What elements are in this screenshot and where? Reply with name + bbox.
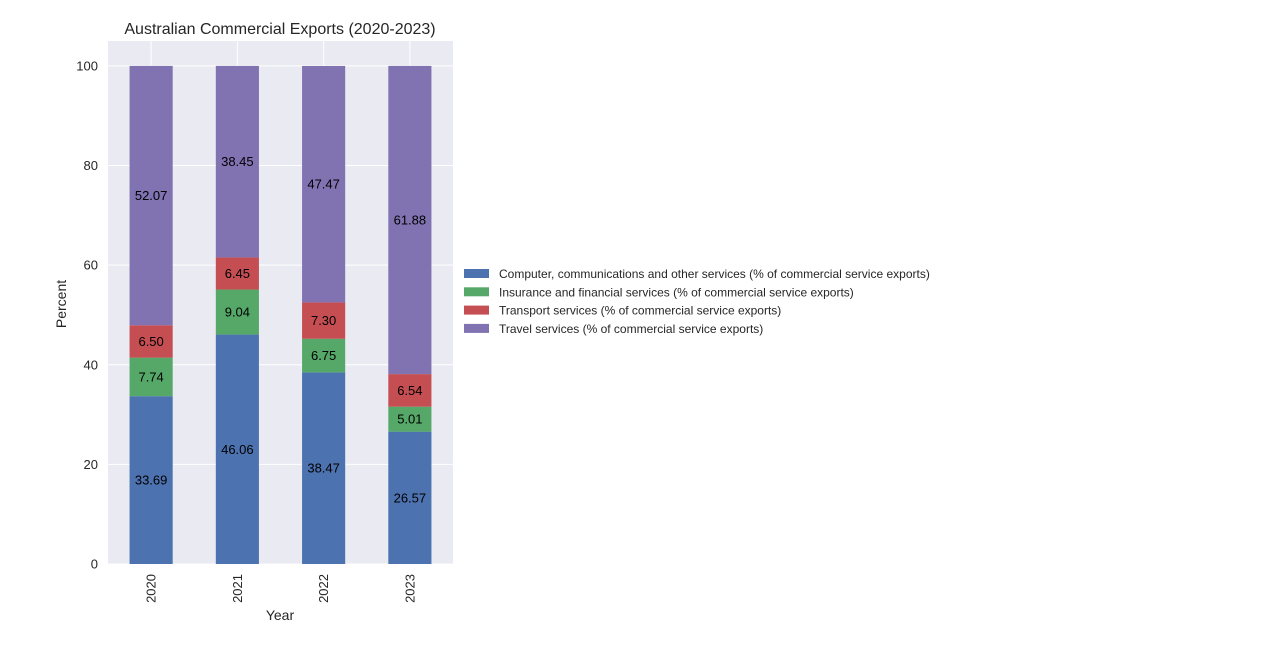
legend-swatch — [464, 305, 489, 315]
bar-value-label: 38.47 — [307, 461, 340, 476]
x-tick-label: 2022 — [316, 574, 331, 603]
y-tick-label: 0 — [91, 557, 98, 572]
x-tick-label: 2021 — [230, 574, 245, 603]
bars — [129, 65, 432, 564]
legend-label: Insurance and financial services (% of c… — [499, 285, 854, 299]
bar-segment — [302, 65, 346, 303]
bar-value-label: 33.69 — [135, 473, 168, 488]
legend-label: Transport services (% of commercial serv… — [499, 304, 781, 318]
bar-segment — [302, 372, 346, 564]
bar-segment — [388, 65, 432, 375]
bar-value-label: 6.75 — [311, 348, 336, 363]
bar-value-label: 61.88 — [394, 213, 427, 228]
bar-segment — [215, 257, 259, 290]
y-tick-label: 100 — [76, 58, 98, 73]
bar-value-label: 47.47 — [307, 177, 340, 192]
bar-value-label: 46.06 — [221, 442, 254, 457]
bar-segment — [388, 374, 432, 407]
bar-segment — [129, 65, 173, 326]
bar-segment — [129, 357, 173, 397]
x-tick-label: 2020 — [144, 574, 159, 603]
bar-value-label: 5.01 — [397, 412, 422, 427]
bar-segment — [129, 325, 173, 358]
bar-value-label: 7.74 — [138, 369, 163, 384]
legend-label: Computer, communications and other servi… — [499, 267, 930, 281]
bar-segment — [215, 334, 259, 564]
bar-value-label: 52.07 — [135, 188, 168, 203]
bar-segment — [388, 406, 432, 432]
bar-segment — [129, 396, 173, 564]
bar-value-label: 7.30 — [311, 313, 336, 328]
y-tick-label: 40 — [84, 357, 98, 372]
bar-segment — [215, 289, 259, 335]
legend-swatch — [464, 323, 489, 333]
legend: Computer, communications and other servi… — [464, 267, 930, 336]
x-axis-label: Year — [266, 607, 295, 623]
x-tick-label: 2023 — [402, 574, 417, 603]
legend-swatch — [464, 287, 489, 297]
legend-label: Travel services (% of commercial service… — [499, 322, 763, 336]
bar-value-label: 6.50 — [138, 334, 163, 349]
bar-value-label: 6.54 — [397, 383, 422, 398]
legend-swatch — [464, 269, 489, 278]
bar-value-label: 38.45 — [221, 154, 254, 169]
bar-value-labels: 33.69 7.74 6.50 52.07 46.06 9.04 6.45 38.45 38.4… — [135, 154, 426, 505]
bar-value-label: 6.45 — [225, 266, 250, 281]
bar-segment — [302, 338, 346, 373]
chart-title: Australian Commercial Exports (2020-2023… — [124, 21, 435, 38]
bar-value-label: 26.57 — [394, 490, 427, 505]
x-axis-ticks: 2020 2021 2022 2023 — [144, 574, 418, 603]
bar-segment — [215, 65, 259, 258]
bar-segment — [302, 302, 346, 339]
y-axis-ticks: 0 20 40 60 80 100 — [76, 58, 98, 571]
y-tick-label: 60 — [84, 258, 98, 273]
y-tick-label: 80 — [84, 158, 98, 173]
bar-value-label: 9.04 — [225, 305, 250, 320]
bar-segment — [388, 431, 432, 564]
y-tick-label: 20 — [84, 457, 98, 472]
y-axis-label: Percent — [53, 280, 69, 328]
